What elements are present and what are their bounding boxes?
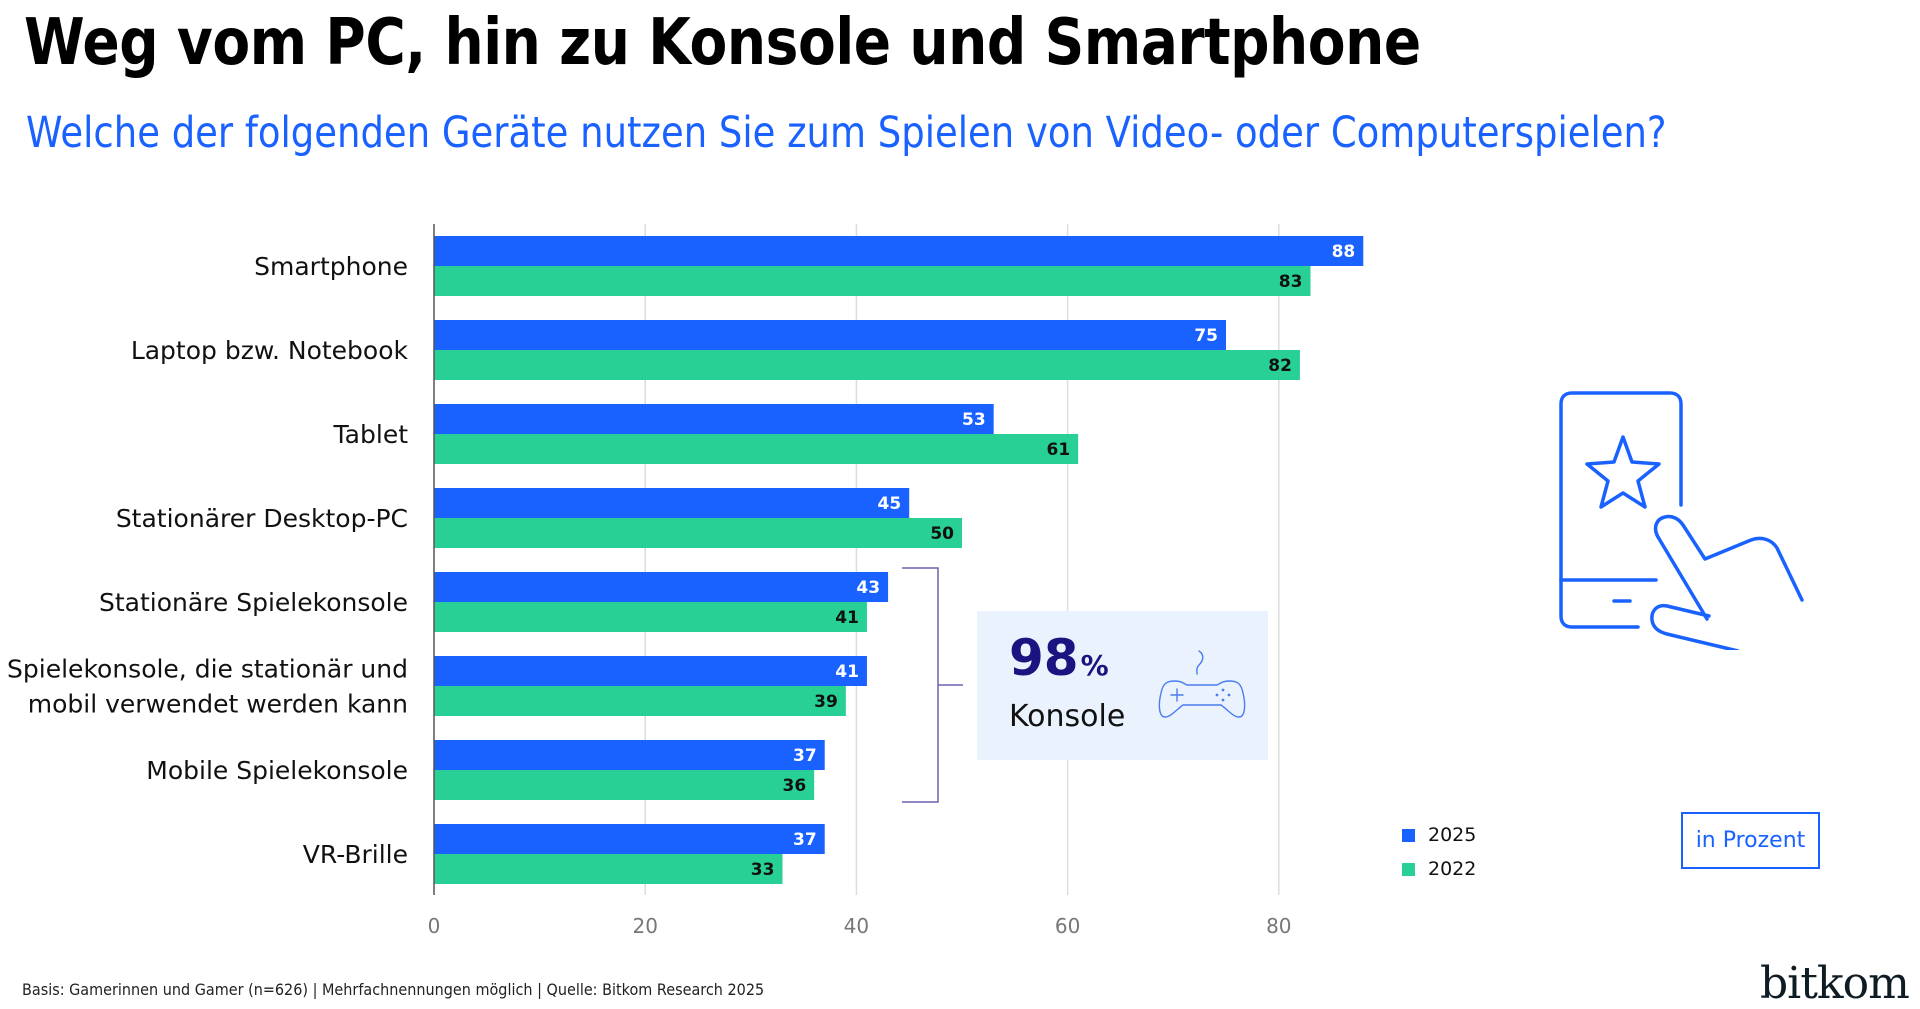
bar-2025-5: [434, 656, 867, 686]
bar-2022-0: [434, 266, 1311, 296]
value-label-2025-6: 37: [793, 746, 817, 766]
value-label-2025-1: 75: [1194, 326, 1218, 346]
legend-item-2025: 2025: [1402, 818, 1476, 852]
bar-2025-3: [434, 488, 910, 518]
bars: 88 83 75 82 53 61 45 50 43 41 41 39 37 36 37 33: [434, 236, 1364, 884]
value-label-2025-3: 45: [878, 494, 902, 514]
legend-label-2025: 2025: [1428, 824, 1477, 846]
category-label-4: Stationäre Spielekonsole: [99, 588, 408, 617]
tick-label-40: 40: [844, 914, 869, 938]
legend-swatch-2022: [1402, 862, 1415, 876]
gamepad-icon: [1158, 650, 1246, 718]
bar-2022-3: [434, 518, 962, 548]
unit-label: in Prozent: [1681, 812, 1820, 869]
value-label-2022-7: 33: [751, 860, 775, 880]
chart-title: Weg vom PC, hin zu Konsole und Smartphon…: [24, 6, 1421, 80]
bar-2025-2: [434, 404, 994, 434]
category-label-5-line0: Spielekonsole, die stationär und: [7, 655, 408, 684]
legend-item-2022: 2022: [1402, 852, 1476, 886]
value-label-2022-6: 36: [782, 776, 806, 796]
value-label-2025-5: 41: [835, 662, 859, 682]
bar-2022-4: [434, 602, 867, 632]
smartphone-touch-star-icon: [1559, 391, 1804, 650]
category-label-7: VR-Brille: [303, 840, 408, 869]
category-labels: Smartphone Laptop bzw. Notebook Tablet Stat…: [7, 252, 408, 869]
legend-label-2022: 2022: [1428, 858, 1477, 880]
category-label-0: Smartphone: [254, 252, 408, 281]
category-label-6: Mobile Spielekonsole: [146, 756, 408, 785]
value-label-2025-2: 53: [962, 410, 986, 430]
bar-2025-0: [434, 236, 1364, 266]
value-label-2022-0: 83: [1279, 272, 1303, 292]
console-bracket: [902, 567, 963, 803]
value-label-2022-3: 50: [930, 524, 954, 544]
bar-2025-6: [434, 740, 825, 770]
bar-2022-6: [434, 770, 815, 800]
value-label-2025-4: 43: [856, 578, 880, 598]
legend: 2025 2022: [1402, 818, 1476, 886]
tick-label-80: 80: [1266, 914, 1291, 938]
percent-sign: %: [1080, 649, 1109, 682]
bar-2022-1: [434, 350, 1300, 380]
console-callout: 98% Konsole: [977, 611, 1268, 760]
legend-swatch-2025: [1402, 828, 1415, 842]
bar-2022-2: [434, 434, 1079, 464]
value-label-2022-5: 39: [814, 692, 838, 712]
console-percentage: 98%: [1009, 633, 1109, 683]
value-label-2025-0: 88: [1332, 242, 1356, 262]
value-label-2022-2: 61: [1046, 440, 1070, 460]
category-label-1: Laptop bzw. Notebook: [131, 336, 409, 365]
source-footnote: Basis: Gamerinnen und Gamer (n=626) | Me…: [22, 980, 765, 999]
tick-label-60: 60: [1055, 914, 1080, 938]
value-label-2022-4: 41: [835, 608, 859, 628]
bar-2022-7: [434, 854, 783, 884]
bar-2022-5: [434, 686, 846, 716]
category-label-5-line1: mobil verwendet werden kann: [28, 690, 408, 719]
category-label-2: Tablet: [333, 420, 409, 449]
bar-2025-1: [434, 320, 1226, 350]
bar-2025-7: [434, 824, 825, 854]
category-label-3: Stationärer Desktop-PC: [116, 504, 408, 533]
bar-2025-4: [434, 572, 889, 602]
tick-label-0: 0: [428, 914, 441, 938]
tick-label-20: 20: [632, 914, 657, 938]
console-value: 98: [1009, 629, 1079, 687]
tick-labels: 0 20 40 60 80: [428, 914, 1292, 938]
bitkom-logo: bitkom: [1760, 958, 1910, 1009]
value-label-2025-7: 37: [793, 830, 817, 850]
chart-subtitle: Welche der folgenden Geräte nutzen Sie z…: [26, 108, 1667, 158]
value-label-2022-1: 82: [1268, 356, 1292, 376]
console-label: Konsole: [1009, 699, 1126, 734]
